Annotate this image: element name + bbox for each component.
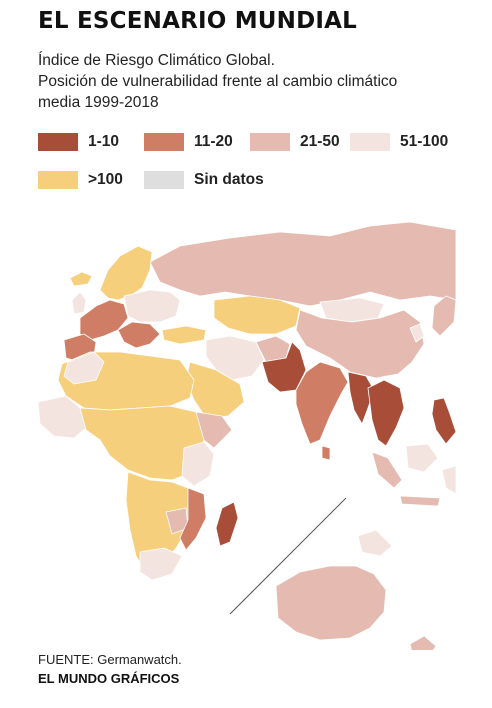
- legend-label: 51-100: [400, 133, 449, 150]
- legend-item-no-data: Sin datos: [144, 171, 264, 189]
- legend-label: Sin datos: [194, 171, 264, 188]
- legend-label: >100: [88, 171, 123, 188]
- region-afghanistan: [255, 335, 291, 363]
- subtitle: Índice de Riesgo Climático Global. Posic…: [38, 50, 478, 113]
- region-turkey: [161, 325, 207, 345]
- legend-swatch: [350, 133, 390, 151]
- source-note: FUENTE: Germanwatch.: [38, 652, 182, 667]
- region-korea: [409, 323, 425, 343]
- region-china: [295, 309, 425, 379]
- world-map: [37, 221, 457, 650]
- legend-swatch: [144, 171, 184, 189]
- region-new-guinea: [441, 465, 457, 495]
- region-pakistan: [261, 341, 307, 393]
- region-middle-east: [205, 335, 265, 381]
- inset-divider: [229, 497, 347, 615]
- region-sumatra: [371, 451, 403, 489]
- region-scandinavia: [99, 245, 153, 301]
- region-australia: [275, 565, 387, 641]
- legend-swatch: [38, 133, 78, 151]
- legend-swatch: [38, 171, 78, 189]
- region-iceland: [69, 271, 93, 287]
- region-central-asia: [213, 295, 301, 335]
- region-east-europe: [123, 289, 181, 323]
- legend-label: 1-10: [88, 133, 120, 150]
- region-west-africa: [37, 395, 87, 439]
- region-uk: [71, 291, 87, 315]
- region-mozambique: [179, 487, 207, 551]
- region-java: [399, 495, 441, 507]
- legend-item-21-50: 21-50: [250, 133, 340, 151]
- legend-item-51-100: 51-100: [350, 133, 448, 151]
- region-new-zealand: [409, 635, 437, 650]
- legend-item-1-10: 1-10: [38, 133, 119, 151]
- region-maghreb: [63, 351, 105, 385]
- legend-item-over-100: >100: [38, 171, 123, 189]
- region-pacific-islands: [357, 529, 393, 557]
- region-india: [295, 361, 349, 445]
- credit: EL MUNDO GRÁFICOS: [38, 671, 180, 686]
- subtitle-line-2: Posición de vulnerabilidad frente al cam…: [38, 73, 398, 90]
- region-horn-africa: [195, 411, 233, 449]
- region-russia: [149, 221, 457, 307]
- legend-swatch: [144, 133, 184, 151]
- region-sri-lanka: [321, 445, 331, 461]
- page-title: EL ESCENARIO MUNDIAL: [38, 8, 358, 34]
- legend-swatch: [250, 133, 290, 151]
- legend-label: 21-50: [300, 133, 340, 150]
- region-indochina: [367, 379, 405, 447]
- legend-item-11-20: 11-20: [144, 133, 233, 151]
- region-borneo: [405, 443, 439, 473]
- region-italy-balkans: [117, 321, 161, 349]
- region-south-africa-tip: [139, 547, 183, 581]
- region-south-africa: [125, 471, 197, 573]
- region-philippines: [431, 397, 457, 445]
- region-madagascar: [215, 501, 239, 547]
- subtitle-line-1: Índice de Riesgo Climático Global.: [38, 52, 275, 69]
- subtitle-line-3: media 1999-2018: [38, 94, 159, 111]
- region-japan: [431, 295, 457, 337]
- region-east-africa: [181, 441, 215, 487]
- region-myanmar: [347, 371, 375, 425]
- legend-label: 11-20: [194, 133, 233, 150]
